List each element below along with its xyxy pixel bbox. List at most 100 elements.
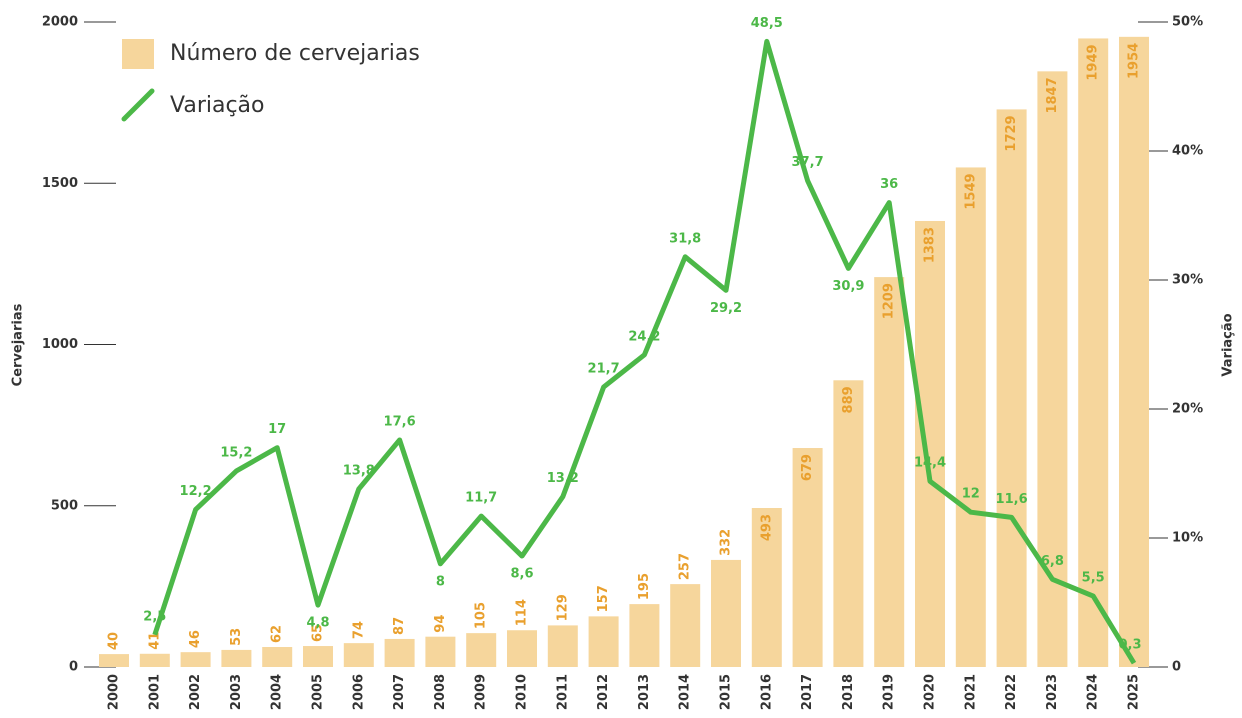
- x-tick-label: 2020: [923, 674, 938, 710]
- x-tick-label: 2010: [515, 674, 530, 710]
- x-tick-label: 2006: [351, 674, 366, 710]
- bar: [956, 167, 986, 667]
- line-value-label: 8: [436, 574, 445, 589]
- legend-swatch: [124, 91, 152, 119]
- bar: [833, 380, 863, 667]
- line-value-label: 15,2: [220, 445, 252, 460]
- x-tick-label: 2023: [1045, 674, 1060, 710]
- line-value-label: 0,3: [1118, 638, 1141, 653]
- x-tick-label: 2022: [1004, 674, 1019, 710]
- line-value-label: 12: [962, 487, 980, 502]
- bar-value-label: 1549: [963, 173, 978, 209]
- y2-tick-label: 50%: [1172, 15, 1203, 30]
- bar: [262, 647, 292, 667]
- bar-value-label: 157: [596, 585, 611, 612]
- x-tick-label: 2008: [433, 674, 448, 710]
- bar-value-label: 493: [759, 514, 774, 541]
- bar-value-label: 105: [474, 602, 489, 629]
- line-value-label: 8,6: [510, 567, 533, 582]
- line-value-label: 31,8: [669, 231, 701, 246]
- line-value-label: 4,8: [306, 616, 329, 631]
- x-tick-label: 2001: [147, 674, 162, 710]
- x-tick-label: 2021: [963, 674, 978, 710]
- bar-value-label: 62: [270, 625, 285, 643]
- bar-value-label: 1383: [923, 227, 938, 263]
- line-value-label: 12,2: [180, 484, 212, 499]
- x-tick-label: 2018: [841, 674, 856, 710]
- bar-value-label: 53: [229, 628, 244, 646]
- x-tick-label: 2019: [882, 674, 897, 710]
- line-value-label: 5,5: [1082, 571, 1105, 586]
- x-tick-label: 2011: [555, 674, 570, 710]
- y2-tick-label: 10%: [1172, 531, 1203, 546]
- bar-value-label: 1847: [1045, 77, 1060, 113]
- bar: [997, 109, 1027, 667]
- x-tick-label: 2015: [719, 674, 734, 710]
- line-value-label: 24,2: [628, 329, 660, 344]
- bar: [589, 616, 619, 667]
- bar: [425, 637, 455, 667]
- legend-label: Número de cervejarias: [170, 41, 420, 66]
- bar-value-label: 129: [555, 594, 570, 621]
- bar-value-label: 74: [351, 621, 366, 639]
- bar: [629, 604, 659, 667]
- x-tick-label: 2016: [759, 674, 774, 710]
- bar: [711, 560, 741, 667]
- bar: [1119, 37, 1149, 667]
- bar: [385, 639, 415, 667]
- legend-label: Variação: [170, 93, 265, 118]
- bar-value-label: 1954: [1127, 43, 1142, 79]
- line-value-label: 48,5: [751, 16, 783, 31]
- bar: [548, 625, 578, 667]
- x-tick-label: 2005: [311, 674, 326, 710]
- bar: [344, 643, 374, 667]
- bar-value-label: 40: [107, 632, 122, 650]
- bar-value-label: 195: [637, 573, 652, 600]
- y-tick-label: 500: [51, 498, 78, 513]
- x-tick-label: 2003: [229, 674, 244, 710]
- line-value-label: 14,4: [914, 456, 946, 471]
- x-tick-label: 2017: [800, 674, 815, 710]
- bar-value-label: 94: [433, 615, 448, 633]
- line-value-label: 13,2: [547, 471, 579, 486]
- chart: Cervejarias Variação 0 500 1000 1500 2000 0 10…: [0, 0, 1242, 718]
- x-tick-label: 2012: [596, 674, 611, 710]
- bar: [181, 652, 211, 667]
- line: [155, 41, 1134, 663]
- x-tick-label: 2024: [1086, 674, 1101, 710]
- bar: [99, 654, 129, 667]
- line-value-label: 37,7: [792, 155, 824, 170]
- line-value-label: 30,9: [832, 279, 864, 294]
- line-value-label: 17: [268, 422, 286, 437]
- bar-value-label: 1209: [882, 283, 897, 319]
- bar: [670, 584, 700, 667]
- y-axis-title: Cervejarias: [11, 303, 26, 386]
- y2-tick-label: 30%: [1172, 273, 1203, 288]
- x-tick-label: 2013: [637, 674, 652, 710]
- x-tick-label: 2025: [1127, 674, 1142, 710]
- bar-value-label: 257: [678, 553, 693, 580]
- bar: [874, 277, 904, 667]
- x-tick-label: 2009: [474, 674, 489, 710]
- y-tick-label: 2000: [42, 15, 78, 30]
- x-tick-label: 2004: [270, 674, 285, 710]
- y2-tick-label: 0: [1172, 660, 1181, 675]
- line-value-label: 6,8: [1041, 554, 1064, 569]
- bar-value-label: 87: [392, 617, 407, 635]
- bar-value-label: 332: [719, 529, 734, 556]
- x-tick-label: 2002: [188, 674, 203, 710]
- bar-value-label: 679: [800, 454, 815, 481]
- bar: [140, 654, 170, 667]
- legend-swatch: [122, 39, 154, 69]
- bar: [466, 633, 496, 667]
- bar-value-label: 889: [841, 386, 856, 413]
- line-value-label: 11,7: [465, 491, 497, 506]
- y-tick-label: 1500: [42, 176, 78, 191]
- y-tick-label: 0: [69, 660, 78, 675]
- x-tick-label: 2014: [678, 674, 693, 710]
- line-value-label: 29,2: [710, 301, 742, 316]
- y-tick-label: 1000: [42, 337, 78, 352]
- y2-tick-label: 40%: [1172, 144, 1203, 159]
- line-value-label: 36: [880, 177, 898, 192]
- bar: [915, 221, 945, 667]
